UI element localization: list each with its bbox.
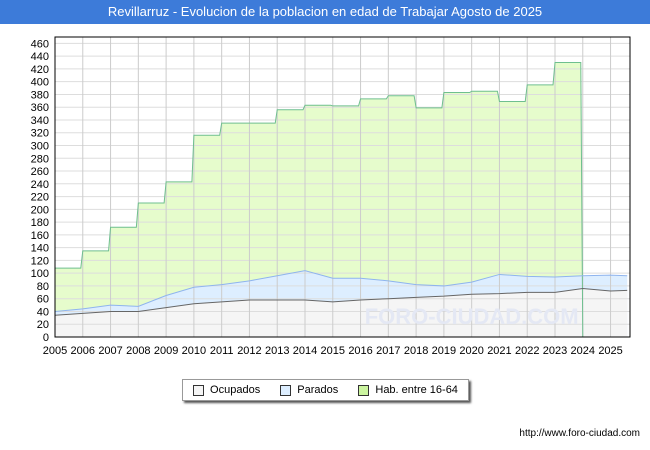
y-tick-label: 160 [31,230,49,242]
y-tick-label: 460 [31,38,49,50]
x-tick-label: 2016 [348,345,372,357]
line-parados [54,270,628,312]
x-tick-label: 2005 [43,345,67,357]
legend-swatch [358,384,370,396]
x-tick-label: 2013 [265,345,289,357]
y-tick-label: 180 [31,217,49,229]
legend-label: Ocupados [210,384,261,396]
x-tick-label: 2024 [571,345,595,357]
legend-label: Parados [297,384,339,396]
y-tick-label: 340 [31,115,49,127]
y-tick-label: 40 [37,306,49,318]
watermark: FORO-CIUDAD.COM [365,304,579,329]
x-tick-label: 2006 [71,345,95,357]
y-tick-label: 360 [31,102,49,114]
source-url[interactable]: http://www.foro-ciudad.com [519,428,640,439]
y-tick-label: 300 [31,141,49,153]
y-tick-label: 0 [43,332,49,344]
plot-border [54,36,631,338]
y-tick-label: 140 [31,243,49,255]
x-tick-label: 2007 [98,345,122,357]
x-tick-label: 2008 [126,345,150,357]
x-tick-label: 2009 [154,345,178,357]
area-ocupados [55,288,628,337]
x-tick-label: 2021 [487,345,511,357]
y-tick-label: 100 [31,268,49,280]
x-tick-label: 2025 [598,345,622,357]
y-tick-label: 60 [37,294,49,306]
legend: Ocupados Parados Hab. entre 16-64 [182,379,469,401]
y-tick-label: 400 [31,77,49,89]
y-tick-label: 200 [31,204,49,216]
x-tick-label: 2011 [210,345,234,357]
x-tick-label: 2023 [543,345,567,357]
legend-parados: Parados [280,384,338,396]
y-tick-label: 440 [31,51,49,63]
legend-swatch [193,384,205,396]
legend-label: Hab. entre 16-64 [375,384,458,396]
y-tick-label: 260 [31,166,49,178]
legend-ocupados: Ocupados [193,384,260,396]
y-tick-label: 420 [31,64,49,76]
y-tick-label: 80 [37,281,49,293]
chart-title: Revillarruz - Evolucion de la poblacion … [0,0,650,24]
y-tick-label: 240 [31,179,49,191]
y-tick-label: 20 [37,319,49,331]
x-tick-label: 2022 [515,345,539,357]
y-tick-label: 320 [31,128,49,140]
legend-swatch [280,384,292,396]
x-tick-label: 2012 [237,345,261,357]
x-tick-label: 2019 [432,345,456,357]
legend-hab: Hab. entre 16-64 [358,384,458,396]
chart: 0204060801001201401601802002202402602803… [31,36,631,357]
y-tick-label: 120 [31,255,49,267]
x-tick-label: 2020 [459,345,483,357]
line-hab [55,62,584,338]
x-tick-label: 2010 [182,345,206,357]
area-hab [55,62,583,337]
x-tick-label: 2018 [404,345,428,357]
y-tick-label: 220 [31,192,49,204]
x-tick-label: 2015 [321,345,345,357]
x-tick-label: 2017 [376,345,400,357]
line-ocupados [54,287,628,316]
y-tick-label: 280 [31,153,49,165]
x-tick-label: 2014 [293,345,317,357]
y-tick-label: 380 [31,89,49,101]
